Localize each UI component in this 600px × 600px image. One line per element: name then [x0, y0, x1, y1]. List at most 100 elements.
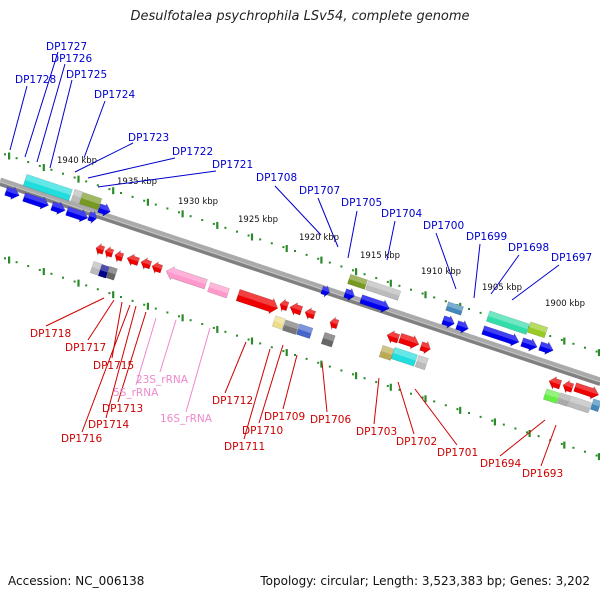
leader-line — [74, 142, 134, 173]
leader-line — [117, 311, 147, 403]
gene-box — [589, 398, 600, 413]
gene-label: DP1708 — [256, 172, 297, 184]
upper-tick-dot — [549, 335, 552, 338]
lower-tick-dot — [15, 261, 18, 264]
lower-tick-dot — [352, 373, 354, 376]
gene-label: DP1709 — [264, 411, 305, 423]
upper-tick-dot — [386, 280, 389, 283]
upper-tick-dot — [479, 311, 482, 314]
gene-arrow — [140, 257, 153, 271]
lower-tick-dot — [259, 342, 262, 345]
topology-text: Topology: circular; Length: 3,523,383 bp… — [260, 574, 590, 588]
leader-line — [347, 210, 358, 259]
leader-line — [36, 63, 66, 163]
lower-tick-tick — [389, 383, 392, 391]
lower-tick-tick — [459, 406, 462, 414]
lower-tick-tick — [424, 395, 427, 403]
upper-tick-dot — [178, 211, 180, 214]
upper-tick-dot — [584, 346, 586, 349]
leader-line — [397, 381, 415, 435]
gene-label: DP1718 — [30, 328, 71, 340]
upper-tick-tick — [285, 245, 288, 253]
gene-label: DP1722 — [172, 146, 213, 158]
upper-tick-dot — [15, 157, 18, 160]
gene-label: DP1714 — [88, 419, 129, 431]
gene-arrow — [289, 302, 304, 316]
upper-tick-dot — [572, 342, 575, 345]
upper-tick-dot — [421, 292, 424, 295]
upper-tick-dot — [131, 195, 134, 198]
gene-label: DP1706 — [310, 414, 351, 426]
leader-line — [49, 79, 73, 169]
leader-line — [511, 264, 560, 301]
lower-tick-dot — [96, 288, 99, 291]
gene-arrow — [126, 253, 140, 267]
upper-tick-tick — [563, 337, 566, 345]
upper-tick-dot — [433, 296, 436, 299]
lower-tick-tick — [250, 337, 254, 345]
gene-box — [347, 273, 368, 290]
lower-tick-dot — [189, 319, 192, 322]
lower-tick-dot — [572, 446, 575, 449]
lower-tick-dot — [560, 442, 563, 445]
gene-arrow — [398, 332, 420, 350]
upper-tick-dot — [120, 192, 122, 194]
gene-arrow — [22, 192, 50, 210]
leader-line — [373, 377, 380, 425]
lower-tick-dot — [526, 431, 528, 434]
leader-line — [81, 304, 131, 433]
lower-tick-dot — [201, 323, 204, 326]
lower-tick-tick — [493, 418, 496, 426]
lower-tick-dot — [270, 346, 273, 349]
upper-tick-dot — [259, 238, 262, 241]
lower-tick-dot — [224, 330, 227, 333]
lower-tick-dot — [502, 423, 505, 426]
lower-tick-dot — [317, 361, 320, 364]
upper-tick-tick — [146, 198, 149, 206]
upper-tick-dot — [363, 273, 366, 276]
gene-label: DP1724 — [94, 89, 135, 101]
lower-tick-dot — [50, 272, 53, 275]
kbp-label: 1920 kbp — [299, 233, 339, 243]
gene-arrow — [562, 379, 575, 394]
gene-label: DP1713 — [102, 403, 143, 415]
lower-tick-dot — [4, 257, 6, 260]
leader-line — [243, 348, 271, 440]
lower-tick-tick — [285, 349, 288, 357]
upper-tick-tick — [77, 175, 80, 183]
gene-label: DP1726 — [51, 53, 92, 65]
gene-label: DP1710 — [242, 425, 283, 437]
gene-box — [542, 388, 561, 404]
gene-arrow — [419, 340, 431, 355]
lower-tick-dot — [73, 280, 76, 283]
gene-box — [295, 323, 314, 339]
leader-line — [87, 157, 176, 179]
lower-tick-dot — [62, 276, 64, 279]
gene-arrow — [520, 337, 538, 352]
leader-line — [282, 354, 298, 410]
backbone-shadow — [0, 177, 600, 385]
lower-tick-tick — [42, 268, 45, 276]
gene-arrow — [320, 284, 330, 298]
genome-backbone — [0, 177, 600, 386]
gene-arrow — [573, 382, 600, 400]
upper-tick-dot — [282, 246, 285, 249]
upper-tick-tick — [320, 256, 323, 264]
gene-label: DP1693 — [522, 468, 563, 480]
upper-tick-dot — [27, 161, 30, 164]
gene-arrow — [97, 203, 111, 217]
upper-tick-dot — [73, 176, 76, 179]
upper-tick-dot — [328, 261, 331, 264]
gene-label: DP1711 — [224, 441, 265, 453]
lower-tick-dot — [247, 338, 250, 341]
gene-arrow — [386, 330, 401, 344]
lower-tick-tick — [563, 441, 566, 449]
gene-label: DP1712 — [212, 395, 253, 407]
lower-tick-dot — [236, 334, 238, 337]
gene-label: DP1723 — [128, 132, 169, 144]
gene-label: DP1703 — [356, 426, 397, 438]
gene-label: DP1715 — [93, 360, 134, 372]
gene-arrow — [87, 210, 97, 225]
lower-tick-dot — [85, 284, 88, 287]
